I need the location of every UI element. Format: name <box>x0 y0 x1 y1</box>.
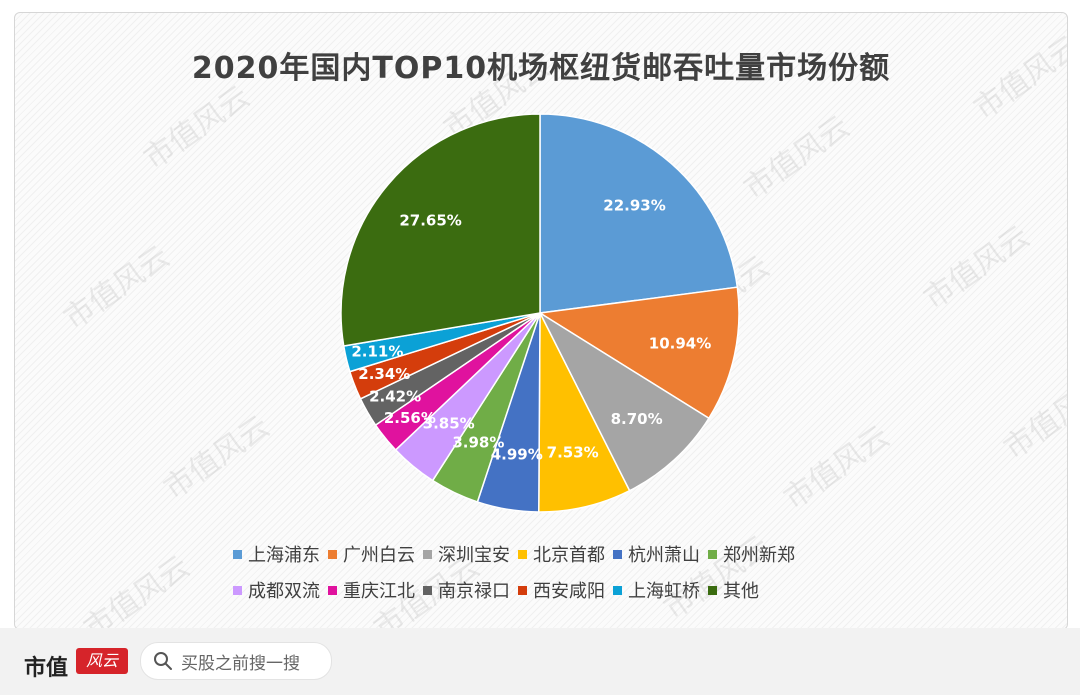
legend-label: 上海浦东 <box>248 545 320 566</box>
legend-item: 广州白云 <box>328 541 415 567</box>
slice-data-label: 10.94% <box>649 334 711 352</box>
legend-item: 上海虹桥 <box>613 577 700 603</box>
legend-swatch <box>613 585 622 595</box>
slice-data-label: 3.85% <box>423 414 475 432</box>
legend-label: 南京禄口 <box>438 581 510 602</box>
legend-swatch <box>518 549 527 559</box>
legend-item: 杭州萧山 <box>613 541 700 567</box>
slice-data-label: 22.93% <box>603 196 665 214</box>
brand-seal: 风云 <box>76 648 128 674</box>
slice-data-label: 2.11% <box>351 343 403 361</box>
legend-label: 广州白云 <box>343 545 415 566</box>
slice-data-label: 2.34% <box>358 365 410 383</box>
legend-item: 深圳宝安 <box>423 541 510 567</box>
search-icon <box>154 652 172 670</box>
legend-item: 北京首都 <box>518 541 605 567</box>
chart-card: 市值风云 市值风云 市值风云 市值风云 市值风云 市值风云 市值风云 市值风云 市值风云 市值风云… <box>14 12 1068 630</box>
chart-legend: 上海浦东 广州白云 深圳宝安 北京首都 杭州萧山 郑州新郑成都双流 重庆江北 南京禄口 西安咸阳… <box>233 541 873 603</box>
legend-label: 成都双流 <box>248 581 320 602</box>
legend-swatch <box>708 549 717 559</box>
slice-data-label: 8.70% <box>611 410 663 428</box>
slice-data-label: 3.98% <box>452 433 504 451</box>
legend-item: 南京禄口 <box>423 577 510 603</box>
legend-item: 成都双流 <box>233 577 320 603</box>
slice-data-label: 4.99% <box>491 445 543 463</box>
pie-chart: 22.93% 10.94% 8.70% 7.53%4.99%3.98%3.85%2.5… <box>340 113 740 513</box>
brand-logo-text: 市值 <box>24 655 69 681</box>
legend-swatch <box>328 585 337 595</box>
legend-label: 深圳宝安 <box>438 545 510 566</box>
legend-swatch <box>708 585 717 595</box>
pie-slice-11 <box>340 113 541 347</box>
legend-item: 重庆江北 <box>328 577 415 603</box>
legend-item: 其他 <box>708 577 759 603</box>
legend-label: 郑州新郑 <box>723 545 795 566</box>
legend-item: 西安咸阳 <box>518 577 605 603</box>
footer-bar: 市值 风云 买股之前搜一搜 <box>0 628 1080 695</box>
legend-label: 上海虹桥 <box>628 581 700 602</box>
legend-label: 北京首都 <box>533 545 605 566</box>
legend-swatch <box>233 549 242 559</box>
legend-label: 重庆江北 <box>343 581 415 602</box>
legend-item: 郑州新郑 <box>708 541 795 567</box>
legend-label: 杭州萧山 <box>628 545 700 566</box>
pie-slice-1 <box>537 286 740 420</box>
pie-slice-2 <box>538 310 710 492</box>
slice-data-label: 7.53% <box>547 443 599 461</box>
chart-title: 2020年国内TOP10机场枢纽货邮吞吐量市场份额 <box>191 51 891 86</box>
slice-data-label: 2.42% <box>369 387 421 405</box>
search-placeholder: 买股之前搜一搜 <box>181 653 300 674</box>
legend-swatch <box>518 585 527 595</box>
search-box[interactable]: 买股之前搜一搜 <box>140 642 332 680</box>
slice-data-label: 2.56% <box>384 409 436 427</box>
legend-swatch <box>423 585 432 595</box>
legend-swatch <box>233 585 242 595</box>
pie-slice-0 <box>539 113 739 314</box>
legend-swatch <box>328 549 337 559</box>
slice-data-label: 27.65% <box>399 211 461 229</box>
legend-label: 其他 <box>723 581 759 602</box>
legend-swatch <box>613 549 622 559</box>
legend-label: 西安咸阳 <box>533 581 605 602</box>
pie-slice-3 <box>537 312 631 513</box>
legend-item: 上海浦东 <box>233 541 320 567</box>
legend-swatch <box>423 549 432 559</box>
